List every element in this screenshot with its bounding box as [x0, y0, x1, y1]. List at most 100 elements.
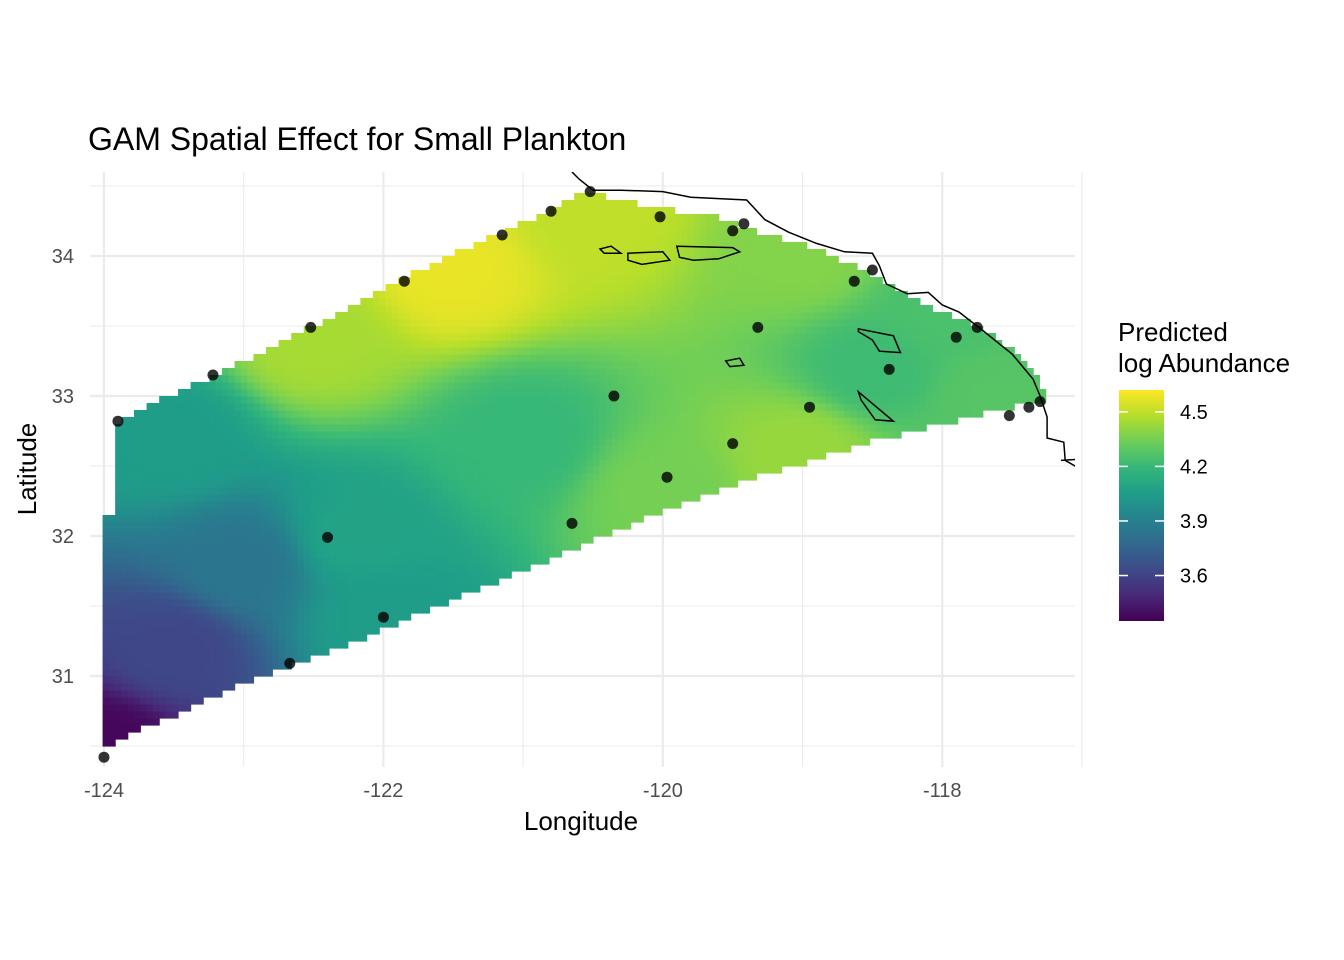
heatmap-cell: [970, 410, 978, 418]
heatmap-cell: [108, 704, 116, 712]
heatmap-cell: [882, 403, 890, 411]
heatmap-cell: [410, 508, 418, 516]
heatmap-cell: [781, 340, 789, 348]
heatmap-cell: [410, 431, 418, 439]
heatmap-cell: [976, 361, 984, 369]
heatmap-cell: [134, 606, 141, 614]
heatmap-cell: [410, 438, 418, 446]
heatmap-cell: [762, 417, 770, 425]
heatmap-cell: [460, 522, 468, 530]
heatmap-cell: [831, 438, 839, 446]
heatmap-cell: [140, 508, 148, 516]
heatmap-cell: [354, 487, 361, 495]
heatmap-cell: [178, 445, 185, 453]
heatmap-cell: [303, 634, 311, 642]
heatmap-cell: [121, 508, 129, 516]
heatmap-cell: [316, 459, 324, 467]
heatmap-cell: [630, 354, 638, 362]
heatmap-cell: [416, 424, 424, 432]
heatmap-cell: [517, 354, 525, 362]
heatmap-cell: [385, 592, 393, 600]
heatmap-cell: [605, 354, 613, 362]
heatmap-cell: [712, 417, 720, 425]
heatmap-cell: [316, 564, 324, 572]
heatmap-cell: [398, 326, 405, 334]
heatmap-cell: [643, 417, 651, 425]
heatmap-cell: [328, 641, 336, 649]
heatmap-cell: [316, 375, 324, 383]
heatmap-cell: [643, 459, 651, 467]
heatmap-cell: [303, 389, 311, 397]
heatmap-cell: [442, 368, 449, 376]
heatmap-cell: [750, 403, 758, 411]
heatmap-cell: [681, 319, 688, 327]
heatmap-cell: [586, 389, 594, 397]
heatmap-cell: [152, 550, 160, 558]
heatmap-cell: [322, 571, 330, 579]
heatmap-cell: [636, 368, 644, 376]
heatmap-cell: [479, 375, 487, 383]
heatmap-cell: [152, 585, 160, 593]
heatmap-cell: [649, 424, 657, 432]
heatmap-cell: [945, 368, 952, 376]
heatmap-cell: [511, 403, 519, 411]
heatmap-cell: [567, 487, 575, 495]
heatmap-cell: [850, 326, 858, 334]
heatmap-cell: [297, 494, 305, 502]
heatmap-cell: [347, 473, 355, 481]
heatmap-cell: [297, 620, 305, 628]
heatmap-cell: [435, 410, 443, 418]
heatmap-cell: [486, 515, 493, 523]
heatmap-cell: [844, 445, 852, 453]
heatmap-cell: [215, 599, 223, 607]
heatmap-cell: [662, 375, 670, 383]
heatmap-cell: [347, 368, 355, 376]
heatmap-cell: [178, 655, 185, 663]
heatmap-cell: [769, 466, 776, 474]
heatmap-cell: [140, 718, 148, 726]
heatmap-cell: [775, 396, 783, 404]
heatmap-cell: [586, 487, 594, 495]
heatmap-cell: [498, 417, 506, 425]
heatmap-cell: [341, 431, 349, 439]
heatmap-cell: [416, 494, 424, 502]
heatmap-cell: [423, 550, 431, 558]
heatmap-cell: [806, 417, 814, 425]
heatmap-cell: [385, 466, 393, 474]
heatmap-cell: [410, 410, 418, 418]
heatmap-cell: [800, 361, 808, 369]
heatmap-cell: [454, 340, 462, 348]
heatmap-cell: [272, 641, 280, 649]
heatmap-cell: [391, 354, 399, 362]
heatmap-cell: [618, 396, 626, 404]
heatmap-cell: [561, 508, 569, 516]
heatmap-cell: [630, 410, 638, 418]
heatmap-cell: [907, 417, 915, 425]
heatmap-cell: [266, 466, 273, 474]
heatmap-cell: [813, 361, 820, 369]
heatmap-cell: [291, 557, 299, 565]
heatmap-cell: [134, 613, 141, 621]
heatmap-cell: [995, 382, 1003, 390]
heatmap-cell: [240, 648, 248, 656]
heatmap-cell: [284, 564, 292, 572]
heatmap-cell: [624, 480, 632, 488]
heatmap-cell: [108, 676, 116, 684]
heatmap-cell: [178, 585, 185, 593]
heatmap-cell: [196, 389, 204, 397]
heatmap-cell: [662, 424, 670, 432]
heatmap-cell: [121, 536, 129, 544]
heatmap-cell: [102, 739, 110, 747]
heatmap-cell: [385, 480, 393, 488]
heatmap-cell: [108, 648, 116, 656]
heatmap-cell: [863, 424, 871, 432]
heatmap-cell: [316, 480, 324, 488]
heatmap-cell: [297, 501, 305, 509]
heatmap-cell: [159, 676, 167, 684]
heatmap-cell: [467, 466, 475, 474]
heatmap-cell: [655, 480, 663, 488]
heatmap-cell: [919, 347, 927, 355]
heatmap-cell: [580, 347, 588, 355]
heatmap-cell: [442, 522, 449, 530]
heatmap-cell: [530, 375, 537, 383]
